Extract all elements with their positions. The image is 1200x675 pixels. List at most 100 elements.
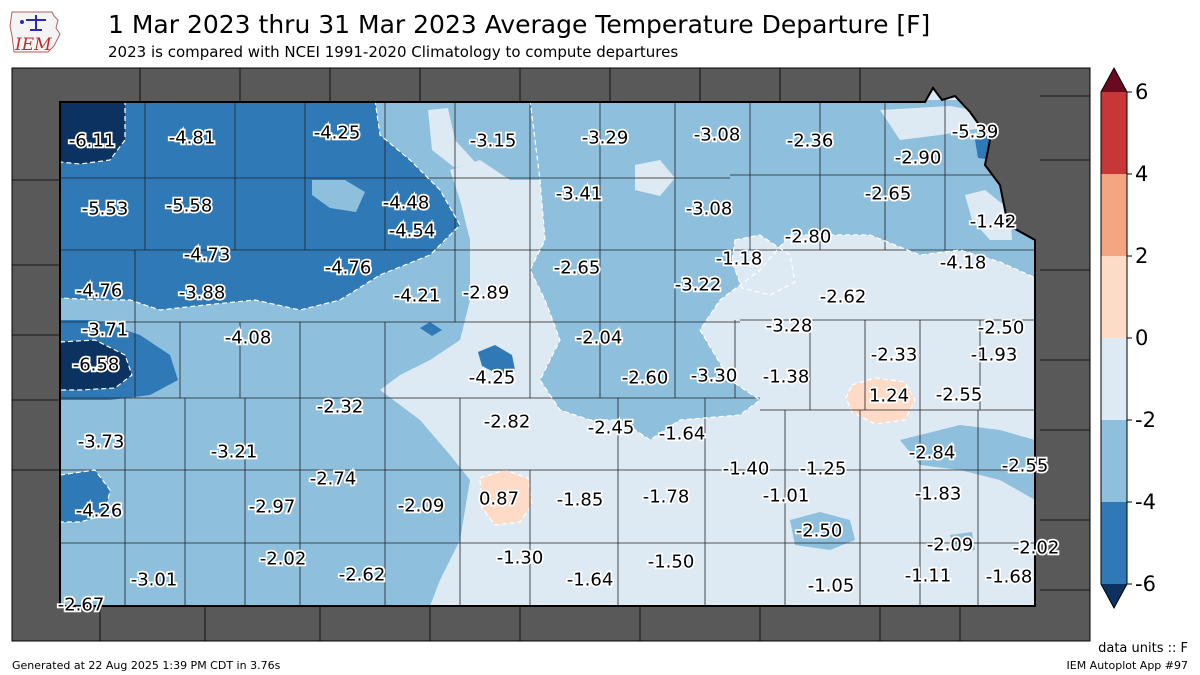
station-label: -4.76 bbox=[76, 281, 123, 302]
station-label: -4.81 bbox=[169, 128, 216, 149]
colorbar-tick-label: -2 bbox=[1135, 408, 1156, 432]
cool-region-central bbox=[595, 150, 720, 290]
station-label: -3.22 bbox=[675, 275, 722, 296]
station-label: -2.32 bbox=[317, 397, 364, 418]
station-label: -3.88 bbox=[179, 283, 226, 304]
station-label: -2.80 bbox=[785, 227, 832, 248]
station-label: -5.53 bbox=[82, 199, 129, 220]
station-label: -1.30 bbox=[497, 548, 544, 569]
cold-pocket-small bbox=[420, 322, 442, 336]
station-label: -4.21 bbox=[394, 286, 441, 307]
station-label: -1.42 bbox=[970, 212, 1017, 233]
near-normal-pocket-ne2 bbox=[965, 190, 1012, 240]
station-label: -2.74 bbox=[310, 469, 357, 490]
station-label: -5.58 bbox=[166, 196, 213, 217]
station-label: -3.08 bbox=[686, 199, 733, 220]
iem-logo: IEM bbox=[8, 6, 64, 56]
station-label: -2.55 bbox=[936, 385, 983, 406]
cool-pocket-northwest bbox=[312, 180, 365, 212]
station-label: -2.82 bbox=[484, 412, 531, 433]
station-label: -2.02 bbox=[1013, 538, 1060, 559]
station-label: -1.64 bbox=[659, 424, 706, 445]
kansas-state bbox=[60, 88, 1035, 606]
station-label: -2.60 bbox=[622, 368, 669, 389]
station-label: -1.18 bbox=[716, 249, 763, 270]
station-label: -3.41 bbox=[556, 184, 603, 205]
station-label: -2.62 bbox=[339, 565, 386, 586]
station-label: -1.64 bbox=[567, 570, 614, 591]
station-label: -2.50 bbox=[978, 318, 1025, 339]
colorbar-tick-label: 6 bbox=[1135, 80, 1148, 104]
station-label: -2.62 bbox=[820, 287, 867, 308]
station-label: -3.28 bbox=[766, 316, 813, 337]
station-label: -1.25 bbox=[800, 459, 847, 480]
station-label: -1.05 bbox=[808, 576, 855, 597]
station-label: -3.01 bbox=[131, 570, 178, 591]
station-label: -2.33 bbox=[871, 345, 918, 366]
colorbar-tick-label: -4 bbox=[1135, 490, 1156, 514]
cold-pocket-central bbox=[478, 345, 515, 375]
station-label: -4.25 bbox=[314, 123, 361, 144]
station-label: -4.08 bbox=[225, 328, 272, 349]
near-normal-pocket-north bbox=[428, 108, 475, 168]
station-label: -2.09 bbox=[927, 535, 974, 556]
colorbar-bin bbox=[1101, 256, 1127, 338]
colorbar-over-arrow bbox=[1101, 68, 1127, 92]
station-label: -5.39 bbox=[952, 122, 999, 143]
station-label: -2.04 bbox=[576, 328, 623, 349]
station-label: -2.02 bbox=[260, 549, 307, 570]
station-label: -3.21 bbox=[211, 442, 258, 463]
station-label: -3.08 bbox=[694, 125, 741, 146]
station-label: -1.11 bbox=[905, 566, 952, 587]
station-label: -3.73 bbox=[78, 432, 125, 453]
colorbar-tick-label: 2 bbox=[1135, 244, 1148, 268]
very-cold-region-north bbox=[60, 100, 125, 164]
colorbar-bin bbox=[1101, 174, 1127, 256]
station-label: -1.85 bbox=[557, 490, 604, 511]
colorbar-bin bbox=[1101, 338, 1127, 420]
station-label: -2.36 bbox=[787, 131, 834, 152]
station-label: -3.15 bbox=[470, 131, 517, 152]
station-label: -1.93 bbox=[971, 345, 1018, 366]
data-units-note: data units :: F bbox=[1098, 641, 1188, 656]
station-label: -2.84 bbox=[909, 443, 956, 464]
near-normal-pocket-northeast bbox=[880, 106, 1000, 140]
station-label: -1.78 bbox=[643, 487, 690, 508]
cool-region-south bbox=[790, 512, 855, 550]
station-label: -4.18 bbox=[940, 253, 987, 274]
kansas-outline bbox=[59, 86, 1036, 607]
station-label: -3.30 bbox=[691, 366, 738, 387]
station-label: -4.54 bbox=[389, 221, 436, 242]
cold-region bbox=[60, 100, 460, 310]
colorbar-tick-label: 4 bbox=[1135, 162, 1148, 186]
station-label: -2.89 bbox=[463, 283, 510, 304]
station-label: -3.29 bbox=[582, 128, 629, 149]
station-label: 0.87 bbox=[479, 489, 519, 510]
colorbar-bin bbox=[1101, 92, 1127, 174]
station-label: -2.90 bbox=[895, 148, 942, 169]
logo-text: IEM bbox=[14, 35, 52, 55]
county-lines bbox=[60, 100, 1035, 606]
warm-region-east bbox=[845, 377, 916, 425]
warm-region-south bbox=[479, 469, 533, 526]
station-label: -2.55 bbox=[1002, 456, 1049, 477]
cool-region-southeast bbox=[900, 425, 1035, 500]
station-label: -1.38 bbox=[763, 367, 810, 388]
station-label: -6.58 bbox=[73, 355, 120, 376]
station-label: -1.68 bbox=[986, 567, 1033, 588]
map-frame bbox=[11, 67, 1091, 642]
station-label: -6.11 bbox=[69, 131, 116, 152]
station-label: -4.26 bbox=[76, 501, 123, 522]
chart-subtitle: 2023 is compared with NCEI 1991-2020 Cli… bbox=[108, 43, 679, 61]
chart-title: 1 Mar 2023 thru 31 Mar 2023 Average Temp… bbox=[108, 10, 931, 39]
station-label: -4.76 bbox=[325, 258, 372, 279]
colorbar-tick-label: 0 bbox=[1135, 326, 1148, 350]
station-label: -2.67 bbox=[58, 595, 105, 616]
colorbar-tick-label: -6 bbox=[1135, 572, 1156, 596]
very-cold-region-west bbox=[60, 340, 132, 390]
colorbar-bin bbox=[1101, 420, 1127, 502]
station-label: -4.25 bbox=[469, 368, 516, 389]
autoplot-app-id: IEM Autoplot App #97 bbox=[1066, 659, 1189, 672]
station-label: -2.50 bbox=[796, 521, 843, 542]
